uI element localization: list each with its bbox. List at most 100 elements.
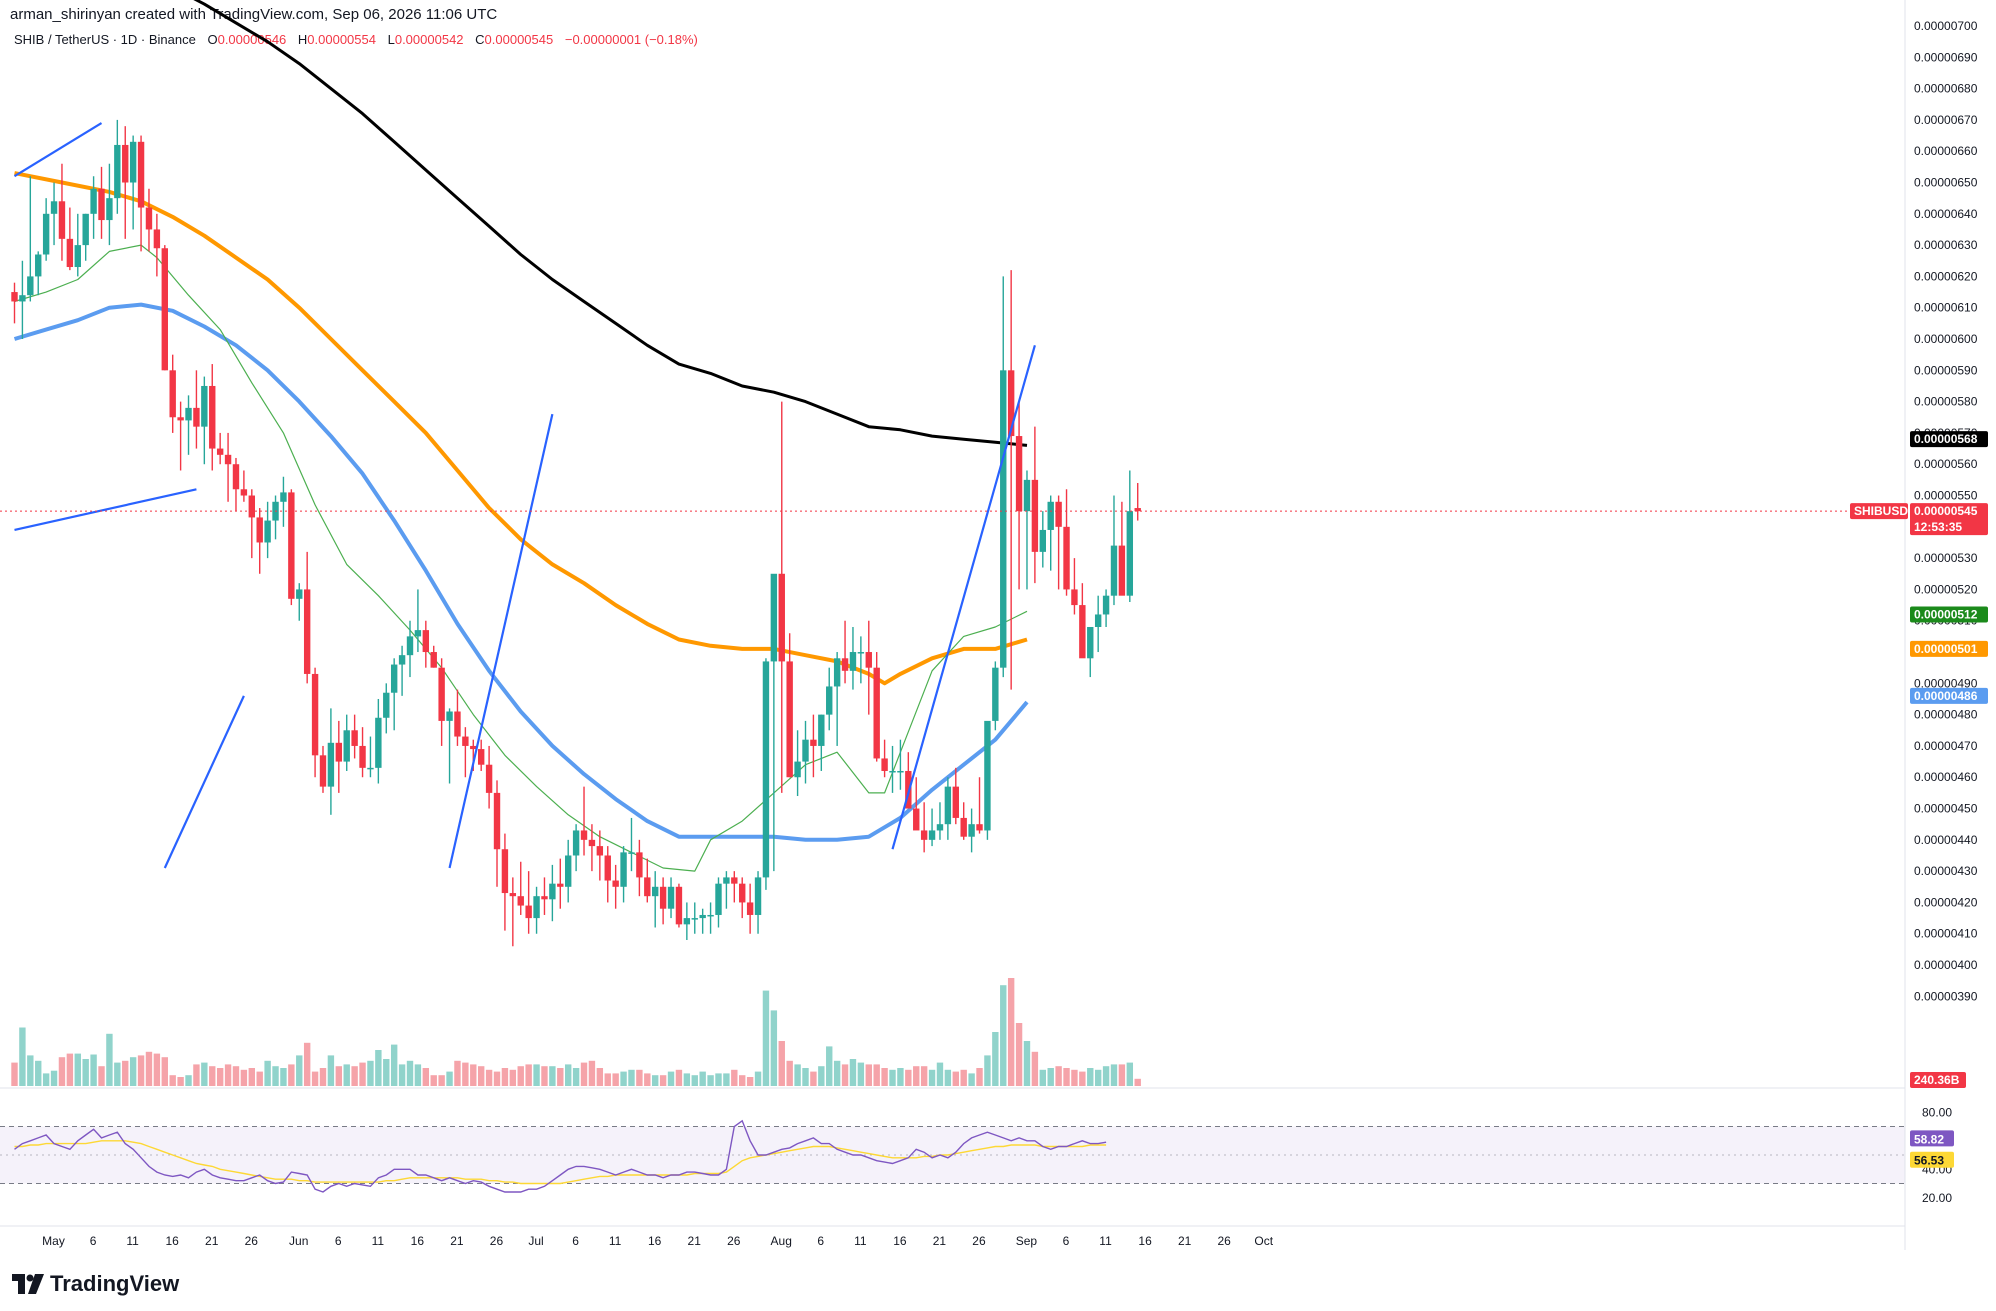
candle [454,689,461,746]
volume-bar [1071,1069,1078,1086]
candle [960,802,967,840]
volume-bar [826,1046,833,1086]
candle [889,745,896,793]
volume-bar [335,1066,343,1086]
trendline[interactable] [14,488,197,532]
candle [620,846,627,903]
candle [193,370,200,449]
trendline[interactable] [163,695,245,869]
volume-bar [889,1069,896,1086]
ma-price-badge: 0.00000512 [1910,606,1988,623]
volume-bar [438,1075,445,1086]
time-axis[interactable]: May 6 11 16 21 26 Jun 6 11 16 21 26 Jul 6 11 16 21 26 Aug 6… [42,1234,1274,1248]
candle [849,626,857,690]
volume-bar [849,1059,857,1086]
rsi-value-badge: 58.82 [1910,1130,1954,1147]
creator-caption: arman_shirinyan created with TradingView… [10,6,498,23]
symbol-label[interactable]: SHIB / TetherUS · 1D · Binance [14,32,196,47]
candle [359,727,366,778]
candle [232,457,240,512]
volume-bar [501,1068,509,1086]
price-tick-label: 0.00000530 [1914,551,1978,565]
candle [683,902,691,941]
candle [857,636,865,684]
candle [667,877,675,919]
volume-bar [11,1062,18,1086]
candle [153,213,161,277]
volume-bar [177,1077,184,1086]
candle [216,432,224,465]
volume-bar [770,1010,778,1086]
candle [920,802,928,853]
last-price-badge-text: 0.00000545 [1914,504,1978,518]
price-tick-label: 0.00000400 [1914,958,1978,972]
price-tick-label: 0.00000630 [1914,238,1978,252]
trendline[interactable] [448,413,554,869]
tradingview-logo[interactable]: TradingView [12,1270,179,1298]
candle [398,645,406,696]
candle [928,808,936,847]
candle [659,877,667,925]
volume-bar [232,1066,240,1086]
candle [58,163,66,261]
rsi-line [14,1119,1107,1193]
price-tick-label: 0.00000430 [1914,864,1978,878]
candle [485,745,493,809]
moving-average-line [13,302,1029,842]
volume-bar [58,1057,66,1086]
volume-bar [1134,1078,1141,1086]
volume-bar [42,1073,50,1086]
candle [992,661,999,731]
candle [74,213,81,277]
volume-bar [303,1042,311,1086]
candle [1126,470,1134,602]
candle [557,858,564,909]
volume-bar [699,1071,706,1086]
trendline[interactable] [13,122,103,178]
candle [731,871,738,903]
volume-bar [565,1064,572,1086]
ma-price-badge: 0.00000501 [1910,640,1988,657]
candle [739,877,746,919]
volume-bar [572,1068,580,1086]
volume-bar [288,1064,295,1086]
time-tick-label: 6 [817,1234,824,1248]
candle [1007,270,1015,690]
volume-bar [968,1073,975,1086]
candle [446,708,453,784]
candle [501,833,509,931]
candle [383,683,390,734]
candle [873,652,880,762]
volume-bar [422,1068,430,1086]
time-tick-label: 16 [1138,1234,1152,1248]
candle [11,282,18,324]
time-tick-label: 11 [126,1234,139,1248]
candle [19,260,26,340]
candle [367,736,374,778]
volume-bar [272,1066,279,1086]
volume-bar [216,1068,224,1086]
volume-bar [493,1071,501,1086]
volume-bar [1110,1064,1118,1086]
time-tick-label: 21 [688,1234,702,1248]
candle [1071,558,1078,615]
candle [201,376,208,465]
svg-text:58.82: 58.82 [1914,1132,1944,1146]
price-tick-label: 0.00000520 [1914,582,1978,596]
time-tick-label: 26 [245,1234,259,1248]
volume-bar [865,1064,872,1086]
price-tick-label: 0.00000470 [1914,739,1978,753]
candle [1015,401,1023,590]
chart-header: arman_shirinyan created with TradingView… [0,0,1996,28]
volume-bar [90,1054,97,1086]
volume-bar [185,1075,192,1086]
volume-bar [754,1071,762,1086]
trendline[interactable] [891,344,1036,850]
volume-bar [509,1069,517,1086]
tradingview-logo-text: TradingView [50,1271,180,1296]
volume-bar [920,1066,928,1086]
candle [723,871,730,909]
volume-bar [375,1050,382,1086]
volume-bar [786,1060,793,1086]
